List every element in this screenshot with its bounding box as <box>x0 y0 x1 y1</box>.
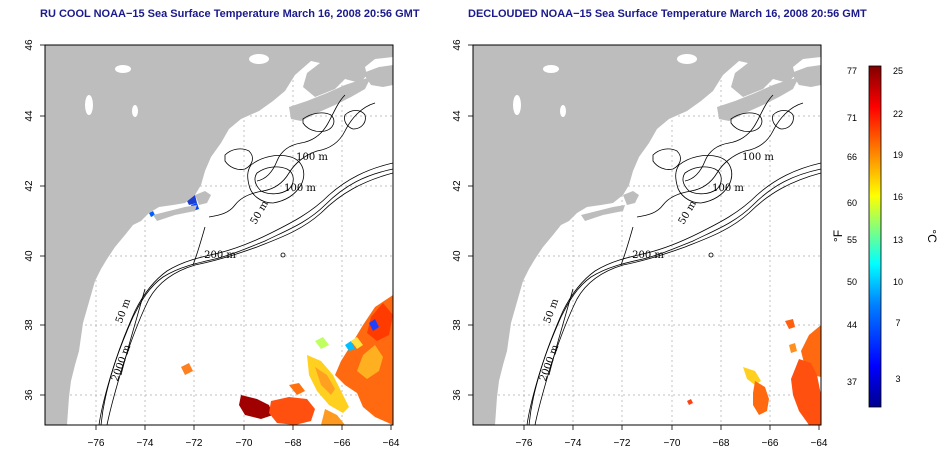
y-tick-label: 38 <box>452 319 463 331</box>
x-tick-label: −64 <box>811 438 828 449</box>
colorbar: 77 71 66 60 55 50 44 37 25 22 19 16 13 1… <box>831 65 939 408</box>
colorbar-c-tick: 16 <box>893 192 903 202</box>
x-tick-label: −66 <box>762 438 779 449</box>
colorbar-c-tick: 22 <box>893 109 903 119</box>
x-tick-label: −72 <box>614 438 631 449</box>
y-tick-label: 46 <box>24 39 35 51</box>
x-tick-label: −66 <box>334 438 351 449</box>
colorbar-c-tick: 19 <box>893 150 903 160</box>
x-tick-label: −68 <box>285 438 302 449</box>
title-right: DECLOUDED NOAA−15 Sea Surface Temperatur… <box>468 8 867 20</box>
colorbar-c-tick: 7 <box>895 318 900 328</box>
y-tick-label: 46 <box>452 39 463 51</box>
y-tick-label: 44 <box>24 110 35 122</box>
colorbar-f-tick: 50 <box>847 277 857 287</box>
x-tick-label: −76 <box>516 438 533 449</box>
y-tick-label: 40 <box>24 250 35 262</box>
colorbar-f-tick: 71 <box>847 113 857 123</box>
x-tick-label: −70 <box>664 438 681 449</box>
contour-label: 100 m <box>296 152 328 163</box>
celsius-unit-label: °C <box>925 229 939 243</box>
y-tick-label: 40 <box>452 250 463 262</box>
colorbar-f-tick: 37 <box>847 377 857 387</box>
y-tick-label: 42 <box>24 180 35 192</box>
y-tick-label: 42 <box>452 180 463 192</box>
x-tick-label: −74 <box>137 438 154 449</box>
title-left: RU COOL NOAA−15 Sea Surface Temperature … <box>40 8 420 20</box>
y-tick-label: 36 <box>452 389 463 401</box>
colorbar-c-tick: 25 <box>893 66 903 76</box>
x-tick-label: −72 <box>186 438 203 449</box>
y-tick-label: 36 <box>24 389 35 401</box>
colorbar-f-tick: 55 <box>847 235 857 245</box>
colorbar-gradient <box>868 65 882 408</box>
x-tick-label: −70 <box>236 438 253 449</box>
x-tick-label: −68 <box>713 438 730 449</box>
contour-label: 100 m <box>284 183 316 194</box>
x-tick-label: −76 <box>88 438 105 449</box>
map-panel-right: 100 m 100 m 50 m 200 m 50 m 2000 m −76 −… <box>452 39 828 449</box>
colorbar-c-tick: 13 <box>893 235 903 245</box>
fahrenheit-unit-label: °F <box>831 230 845 242</box>
y-tick-label: 44 <box>452 110 463 122</box>
sst-patches-right <box>687 319 821 425</box>
contour-label: 200 m <box>204 250 236 261</box>
colorbar-f-tick: 66 <box>847 152 857 162</box>
sst-patches-left <box>149 195 393 425</box>
contour-label: 200 m <box>632 250 664 261</box>
colorbar-f-tick: 60 <box>847 198 857 208</box>
x-tick-label: −64 <box>383 438 400 449</box>
colorbar-c-tick: 3 <box>895 374 900 384</box>
x-tick-label: −74 <box>565 438 582 449</box>
y-tick-label: 38 <box>24 319 35 331</box>
colorbar-c-tick: 10 <box>893 277 903 287</box>
colorbar-f-tick: 44 <box>847 320 857 330</box>
contour-label: 100 m <box>712 183 744 194</box>
colorbar-f-tick: 77 <box>847 66 857 76</box>
contour-label: 100 m <box>742 152 774 163</box>
map-panel-left: 100 m 100 m 50 m 200 m 50 m 2000 m −76 −… <box>24 39 400 449</box>
